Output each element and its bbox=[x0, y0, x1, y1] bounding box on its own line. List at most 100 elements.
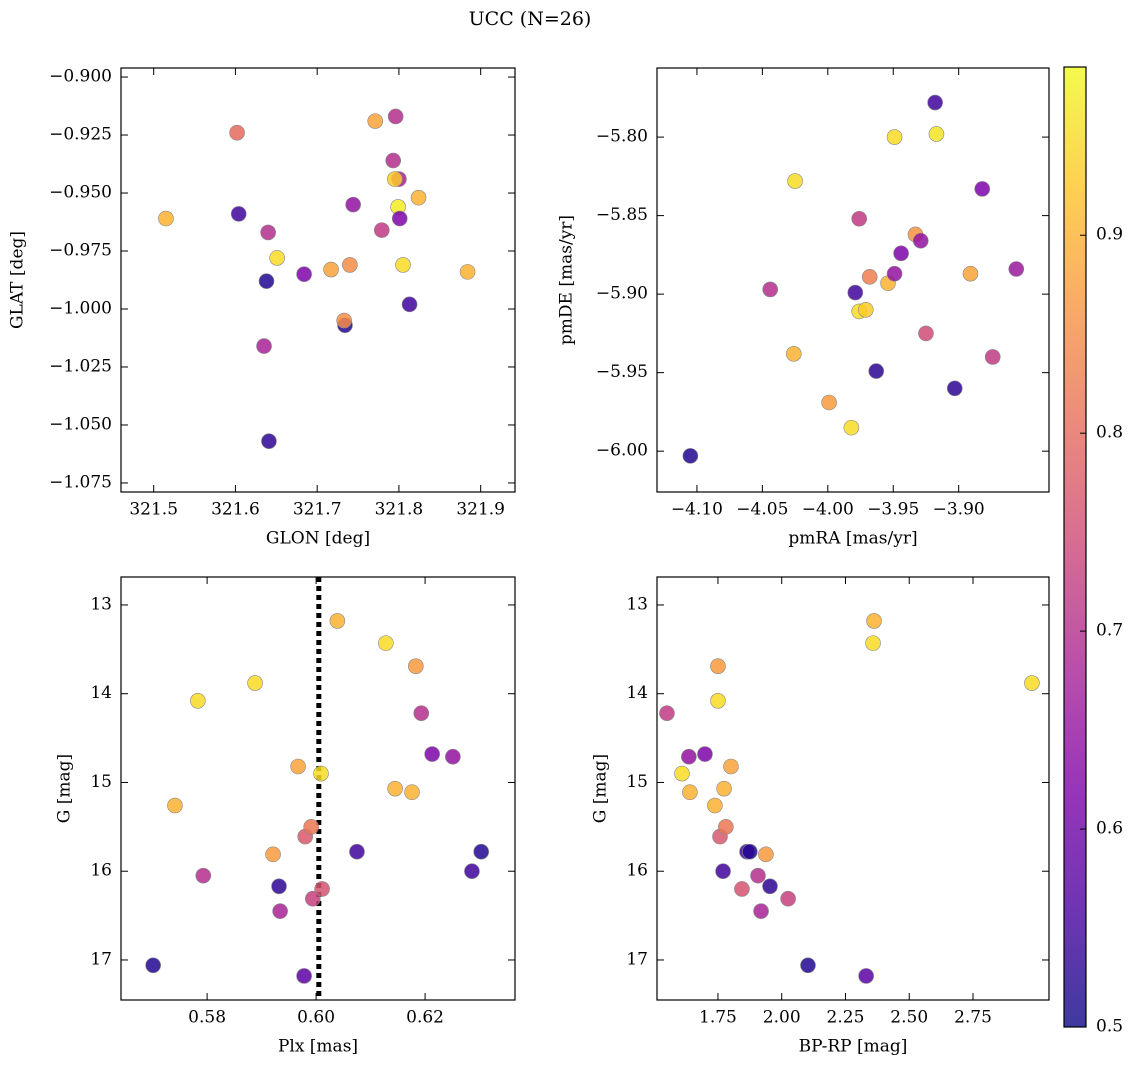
y-tick-label: −1.025 bbox=[49, 356, 112, 376]
x-tick-label: 0.58 bbox=[188, 1008, 226, 1028]
data-point bbox=[464, 863, 480, 880]
data-point bbox=[674, 765, 690, 782]
data-point bbox=[851, 210, 868, 227]
data-point bbox=[413, 705, 430, 722]
y-tick-label: 14 bbox=[90, 683, 112, 703]
x-axis-label: Plx [mas] bbox=[278, 1037, 358, 1057]
data-point bbox=[780, 890, 796, 907]
data-point bbox=[258, 273, 275, 289]
data-point bbox=[893, 245, 909, 262]
y-tick-label: 13 bbox=[626, 594, 648, 614]
y-tick-label: −0.900 bbox=[49, 67, 112, 87]
x-axis-label: BP-RP [mag] bbox=[799, 1037, 908, 1057]
data-point bbox=[750, 867, 766, 884]
data-point bbox=[927, 94, 943, 111]
data-point bbox=[229, 124, 245, 141]
data-point bbox=[742, 843, 758, 860]
colorbar-tick-label: 0.9 bbox=[1096, 225, 1123, 245]
data-point bbox=[918, 325, 934, 342]
data-point bbox=[336, 312, 352, 329]
y-axis-label: pmDE [mas/yr] bbox=[557, 215, 577, 345]
y-tick-label: 17 bbox=[90, 949, 112, 969]
data-point bbox=[349, 843, 365, 860]
data-point bbox=[858, 968, 874, 984]
data-point bbox=[387, 171, 403, 187]
y-tick-label: 16 bbox=[90, 861, 112, 881]
colorbar-tick-label: 0.5 bbox=[1096, 1017, 1123, 1037]
data-point bbox=[734, 881, 750, 897]
data-point bbox=[391, 210, 408, 227]
x-tick-label: 2.50 bbox=[890, 1008, 928, 1028]
x-axis-label: GLON [deg] bbox=[266, 529, 370, 549]
data-point bbox=[843, 419, 860, 436]
y-axis-label: G [mag] bbox=[55, 754, 75, 823]
data-point bbox=[659, 705, 675, 722]
data-point bbox=[800, 957, 816, 974]
data-point bbox=[305, 890, 321, 907]
plot-area bbox=[656, 67, 1050, 493]
x-tick-label: 321.8 bbox=[375, 500, 424, 520]
y-tick-label: −0.975 bbox=[49, 241, 112, 261]
data-point bbox=[1024, 675, 1040, 691]
data-point bbox=[387, 108, 404, 125]
data-point bbox=[912, 232, 929, 249]
data-point bbox=[445, 748, 461, 765]
data-point bbox=[857, 302, 874, 318]
x-tick-label: 0.62 bbox=[406, 1008, 444, 1028]
data-point bbox=[865, 635, 881, 651]
data-point bbox=[345, 196, 361, 213]
data-point bbox=[247, 675, 263, 691]
data-point bbox=[710, 658, 726, 674]
y-tick-label: −5.85 bbox=[596, 205, 648, 225]
y-axis-label: GLAT [deg] bbox=[8, 231, 28, 329]
data-point bbox=[329, 613, 346, 629]
y-tick-label: 14 bbox=[626, 683, 648, 703]
data-point bbox=[385, 152, 402, 169]
data-point bbox=[303, 819, 319, 835]
y-tick-label: −1.075 bbox=[49, 472, 112, 492]
data-point bbox=[158, 210, 174, 227]
data-point bbox=[718, 819, 734, 835]
data-point bbox=[785, 346, 802, 362]
colorbar-tick-label: 0.8 bbox=[1096, 423, 1123, 443]
data-point bbox=[762, 281, 779, 298]
data-point bbox=[342, 257, 358, 273]
data-point bbox=[378, 635, 394, 651]
y-tick-label: −0.925 bbox=[49, 125, 112, 145]
data-point bbox=[723, 758, 739, 775]
data-point bbox=[473, 843, 490, 860]
colorbar bbox=[1064, 67, 1086, 1027]
data-point bbox=[167, 797, 183, 814]
x-tick-label: 2.25 bbox=[827, 1008, 865, 1028]
x-tick-label: −4.10 bbox=[671, 500, 723, 520]
data-point bbox=[758, 846, 774, 863]
data-point bbox=[271, 878, 287, 895]
data-point bbox=[256, 338, 272, 354]
y-tick-label: −1.000 bbox=[49, 298, 112, 318]
data-point bbox=[296, 266, 312, 283]
colorbar-tick-label: 0.6 bbox=[1096, 819, 1123, 839]
data-point bbox=[387, 780, 403, 797]
data-point bbox=[715, 863, 731, 880]
figure-title: UCC (N=26) bbox=[469, 8, 592, 30]
data-point bbox=[682, 448, 699, 464]
y-tick-label: −5.95 bbox=[596, 362, 648, 382]
data-point bbox=[408, 658, 424, 674]
x-tick-label: 1.75 bbox=[699, 1008, 737, 1028]
data-point bbox=[272, 903, 288, 919]
data-point bbox=[265, 846, 281, 863]
data-point bbox=[946, 380, 963, 397]
data-point bbox=[861, 269, 878, 285]
x-tick-label: 321.7 bbox=[293, 500, 342, 520]
x-axis-label: pmRA [mas/yr] bbox=[788, 529, 917, 549]
data-point bbox=[681, 748, 697, 765]
data-point bbox=[260, 224, 276, 241]
data-point bbox=[707, 797, 723, 814]
data-point bbox=[290, 758, 306, 775]
y-tick-label: 16 bbox=[626, 861, 648, 881]
data-point bbox=[984, 349, 1001, 365]
x-tick-label: 0.60 bbox=[297, 1008, 335, 1028]
plot-area bbox=[120, 67, 516, 493]
data-point bbox=[886, 129, 903, 145]
